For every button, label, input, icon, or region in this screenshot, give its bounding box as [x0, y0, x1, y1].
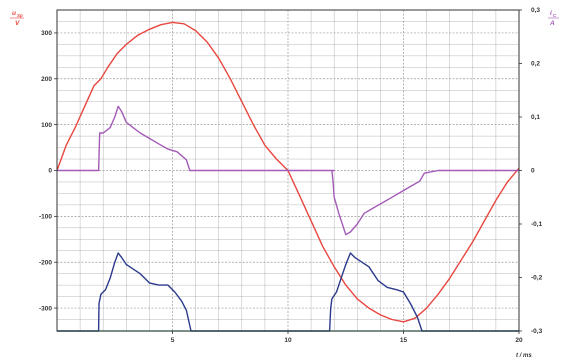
y-right-tick-label: 0,1 — [531, 114, 540, 121]
y-left-tick-label: -100 — [39, 214, 52, 221]
x-axis-label: t / ms — [516, 353, 532, 359]
y-right-tick-label: -0,3 — [531, 328, 543, 335]
y-right-tick-label: 0,2 — [531, 61, 540, 68]
y-right-label-sub: C — [553, 13, 557, 18]
y-right-tick-label: 0,3 — [531, 7, 540, 14]
y-left-tick-label: -200 — [39, 259, 52, 266]
y-right-label-den: A — [549, 20, 555, 27]
y-right-tick-label: -0,1 — [531, 221, 543, 228]
y-left-tick-label: 0 — [48, 168, 52, 175]
y-left-label-den: V — [15, 20, 20, 27]
y-right-tick-label: 0 — [531, 168, 535, 175]
x-tick-label: 10 — [284, 337, 292, 344]
x-tick-label: 15 — [400, 337, 408, 344]
y-left-tick-label: -300 — [39, 305, 52, 312]
y-left-label-num: u — [12, 10, 16, 17]
tick-layer: -300 -200 -100 0 100 200 300 -0,3 -0,2 -0,1 0 0,1 0,… — [39, 7, 543, 344]
y-left-tick-label: 300 — [41, 30, 52, 37]
y-left-tick-label: 200 — [41, 76, 52, 83]
y-right-tick-label: -0,2 — [531, 275, 543, 282]
y-right-label-num: i — [550, 10, 552, 17]
x-tick-label: 20 — [515, 337, 523, 344]
series-line-purple — [57, 105, 519, 236]
y-left-tick-label: 100 — [41, 122, 52, 129]
series-line-red — [56, 21, 520, 323]
x-tick-label: 5 — [171, 337, 175, 344]
y-left-label-sub: Sp — [17, 13, 23, 18]
